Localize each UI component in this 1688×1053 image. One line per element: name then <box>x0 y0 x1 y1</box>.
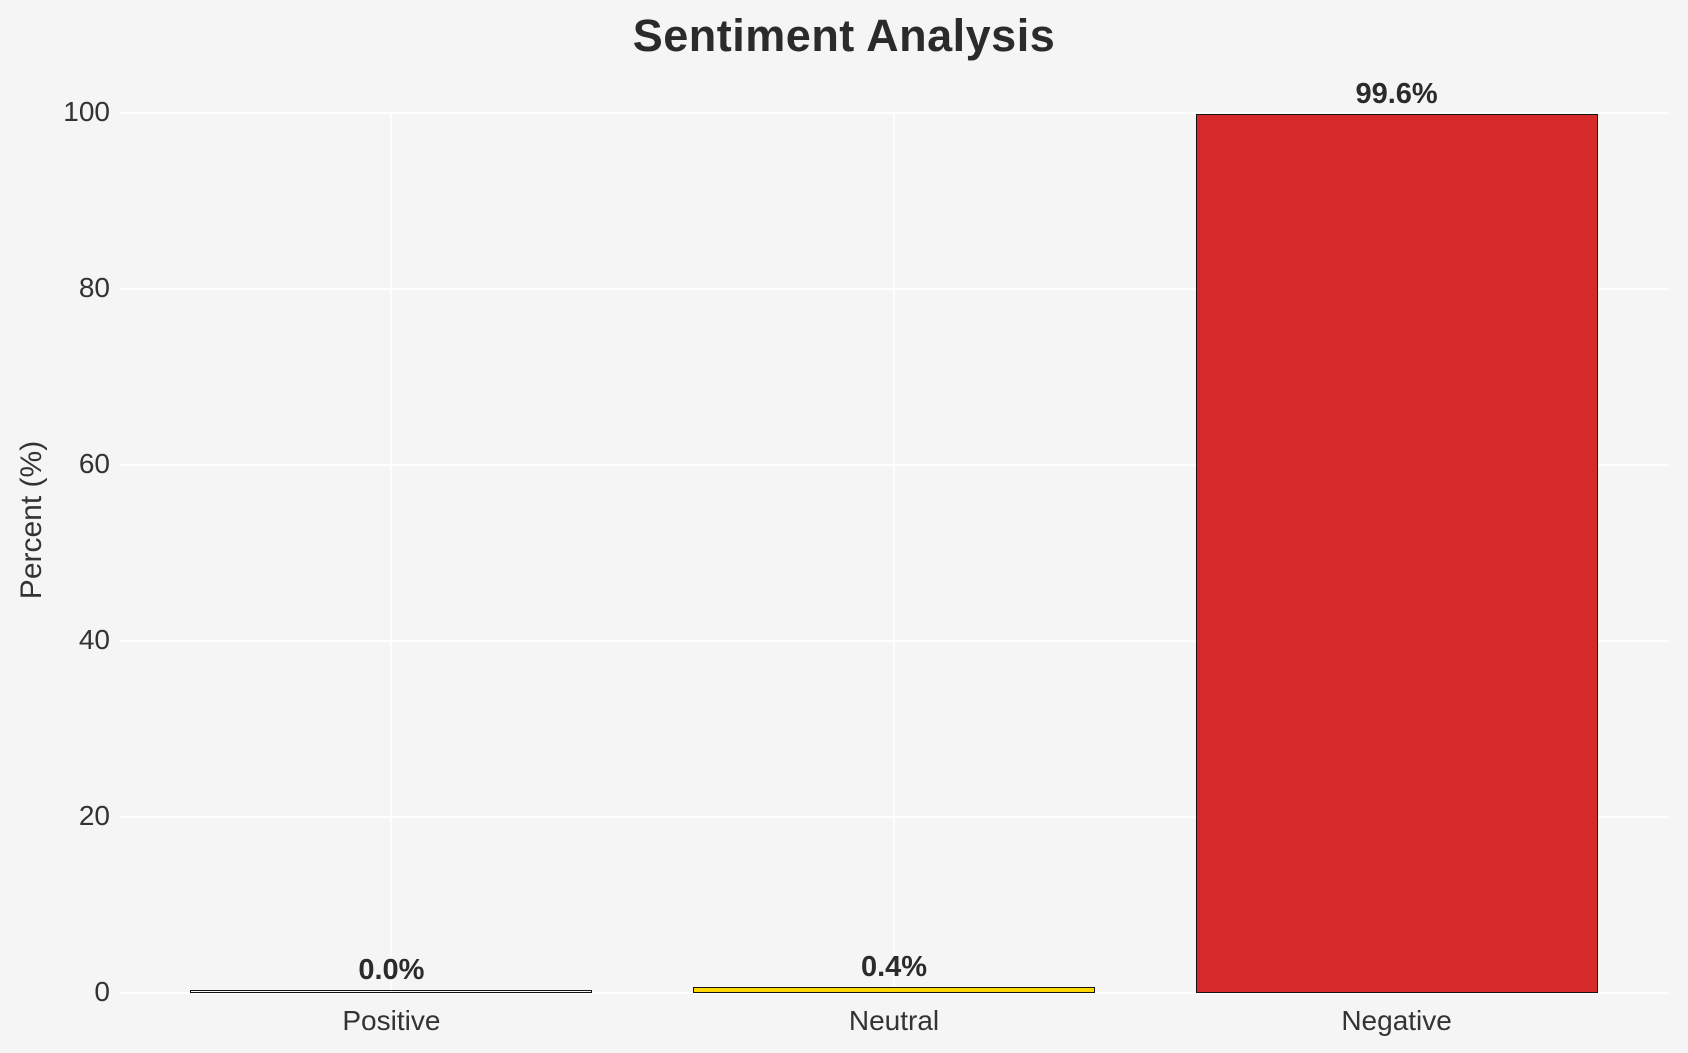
bar-positive <box>190 990 593 993</box>
x-tick-label-negative: Negative <box>1341 1005 1452 1036</box>
y-tick-label: 80 <box>78 272 110 303</box>
y-tick-label: 0 <box>94 976 110 1007</box>
bar-value-label: 0.4% <box>860 950 928 983</box>
y-tick-label: 20 <box>78 800 110 831</box>
chart-title: Sentiment Analysis <box>632 10 1056 61</box>
y-tick-label: 100 <box>63 96 110 127</box>
bar-negative <box>1195 114 1598 993</box>
bar-value-label: 0.0% <box>358 954 425 986</box>
x-tick-label-neutral: Neutral <box>848 1005 940 1036</box>
y-tick-label: 40 <box>78 624 110 655</box>
grid-line-vertical <box>893 113 895 993</box>
grid-line-horizontal <box>120 992 1668 994</box>
bar-value-label: 99.6% <box>1355 78 1438 111</box>
bar-neutral <box>692 986 1096 993</box>
y-tick-label: 60 <box>78 448 110 479</box>
plot-area: 0.0% 0.4% 99.6% <box>120 78 1668 994</box>
x-tick-label-positive: Positive <box>342 1005 441 1036</box>
grid-line-vertical <box>390 113 393 993</box>
